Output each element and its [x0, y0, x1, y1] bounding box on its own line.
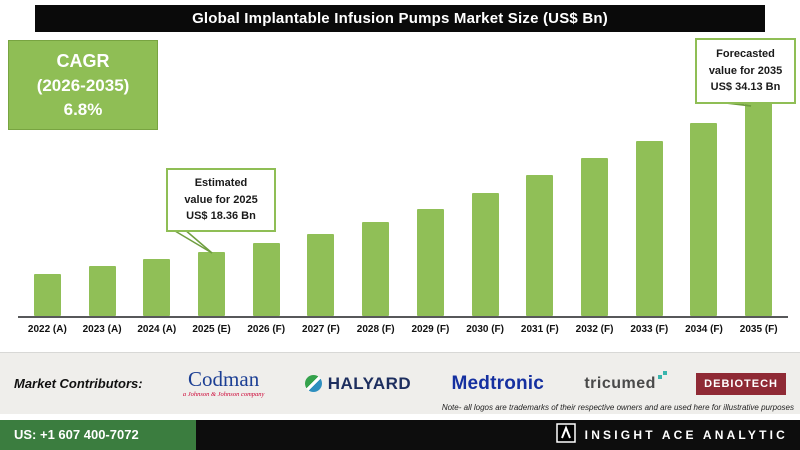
- contributors-strip: Market Contributors: Codman a Johnson & …: [0, 352, 800, 414]
- bar-slot: 2029 (F): [403, 95, 458, 340]
- chart-bar: [88, 266, 116, 316]
- bar-slot: 2030 (F): [458, 95, 513, 340]
- forecast-callout-line: Forecasted: [716, 48, 775, 61]
- x-axis-label: 2035 (F): [739, 323, 778, 335]
- chart-bar: [635, 141, 663, 316]
- x-axis-label: 2029 (F): [411, 323, 450, 335]
- chart-bar: [581, 158, 609, 316]
- chart-bar: [33, 274, 61, 316]
- chart-title: Global Implantable Infusion Pumps Market…: [192, 10, 608, 27]
- halyard-wordmark: HALYARD: [327, 373, 412, 393]
- chart-bar: [690, 123, 718, 316]
- bar-slot: 2032 (F): [567, 95, 622, 340]
- bar-slot: 2031 (F): [512, 95, 567, 340]
- x-axis-label: 2024 (A): [137, 323, 177, 335]
- bar-chart: 2022 (A) 2023 (A) 2024 (A) 2025 (E) 2026 (F)…: [20, 95, 786, 340]
- chart-bar: [416, 209, 444, 316]
- chart-bar: [745, 103, 773, 316]
- trademark-note: Note- all logos are trademarks of their …: [441, 403, 794, 412]
- x-axis-label: 2033 (F): [630, 323, 669, 335]
- forecast-callout: Forecasted value for 2035 US$ 34.13 Bn: [695, 38, 796, 104]
- chart-bar: [526, 175, 554, 316]
- medtronic-logo: Medtronic: [451, 373, 544, 395]
- x-axis-label: 2030 (F): [466, 323, 504, 335]
- bar-slot: 2034 (F): [677, 95, 732, 340]
- tricumed-logo-icon: [657, 370, 668, 381]
- chart-bar: [362, 222, 390, 316]
- bar-slot: 2028 (F): [348, 95, 403, 340]
- bar-slot: 2022 (A): [20, 95, 75, 340]
- debiotech-logo: DEBIOTECH: [696, 372, 786, 395]
- halyard-logo: HALYARD: [304, 373, 412, 394]
- chart-bar: [198, 252, 226, 316]
- estimated-callout: Estimated value for 2025 US$ 18.36 Bn: [166, 168, 276, 232]
- x-axis-label: 2028 (F): [356, 323, 395, 335]
- forecast-callout-line: value for 2035: [708, 64, 783, 77]
- market-contributors-label: Market Contributors:: [14, 376, 143, 391]
- brand-lockup: INSIGHT ACE ANALYTIC: [555, 420, 788, 450]
- chart-bar: [307, 234, 335, 316]
- brand-name: INSIGHT ACE ANALYTIC: [584, 428, 788, 442]
- x-axis-label: 2023 (A): [82, 323, 122, 335]
- bar-slot: 2025 (E): [184, 95, 239, 340]
- x-axis-label: 2022 (A): [27, 323, 67, 335]
- chart-bar: [252, 243, 280, 316]
- cagr-title: CAGR: [56, 50, 110, 71]
- x-axis-label: 2032 (F): [575, 323, 614, 335]
- x-axis-label: 2026 (F): [247, 323, 286, 335]
- estimated-callout-line: Estimated: [194, 177, 248, 190]
- bar-slot: 2023 (A): [75, 95, 130, 340]
- cagr-period: (2026-2035): [36, 75, 130, 95]
- cagr-value: 6.8%: [63, 99, 103, 119]
- bar-slot: 2026 (F): [239, 95, 294, 340]
- chart-bar: [471, 193, 499, 316]
- tricumed-logo: tricumed: [584, 370, 667, 393]
- bar-slot: 2035 (F): [731, 95, 786, 340]
- bar-slot: 2033 (F): [622, 95, 677, 340]
- codman-logo: Codman a Johnson & Johnson company: [182, 366, 265, 399]
- x-axis-label: 2027 (F): [302, 323, 340, 335]
- x-axis-line: [18, 316, 788, 318]
- bar-slot: 2027 (F): [294, 95, 349, 340]
- cagr-box: CAGR (2026-2035) 6.8%: [8, 40, 158, 130]
- x-axis-label: 2031 (F): [520, 323, 559, 335]
- chart-bar: [143, 259, 171, 316]
- bar-slot: 2024 (A): [129, 95, 184, 340]
- x-axis-label: 2034 (F): [685, 323, 723, 335]
- phone-badge: US: +1 607 400-7072: [0, 420, 196, 450]
- debiotech-wordmark: DEBIOTECH: [696, 372, 786, 395]
- chart-title-bar: Global Implantable Infusion Pumps Market…: [35, 5, 765, 32]
- medtronic-wordmark: Medtronic: [451, 372, 545, 394]
- codman-subtext: a Johnson & Johnson company: [182, 390, 265, 398]
- estimated-callout-line: value for 2025: [184, 193, 258, 206]
- footer-bar: US: +1 607 400-7072 INSIGHT ACE ANALYTIC: [0, 420, 800, 450]
- forecast-callout-line: US$ 34.13 Bn: [710, 81, 781, 94]
- halyard-logo-icon: [304, 375, 322, 392]
- codman-wordmark: Codman: [188, 366, 260, 391]
- estimated-callout-line: US$ 18.36 Bn: [186, 210, 256, 223]
- x-axis-label: 2025 (E): [192, 323, 231, 335]
- tricumed-wordmark: tricumed: [584, 374, 656, 392]
- insightace-logo-icon: [555, 422, 576, 448]
